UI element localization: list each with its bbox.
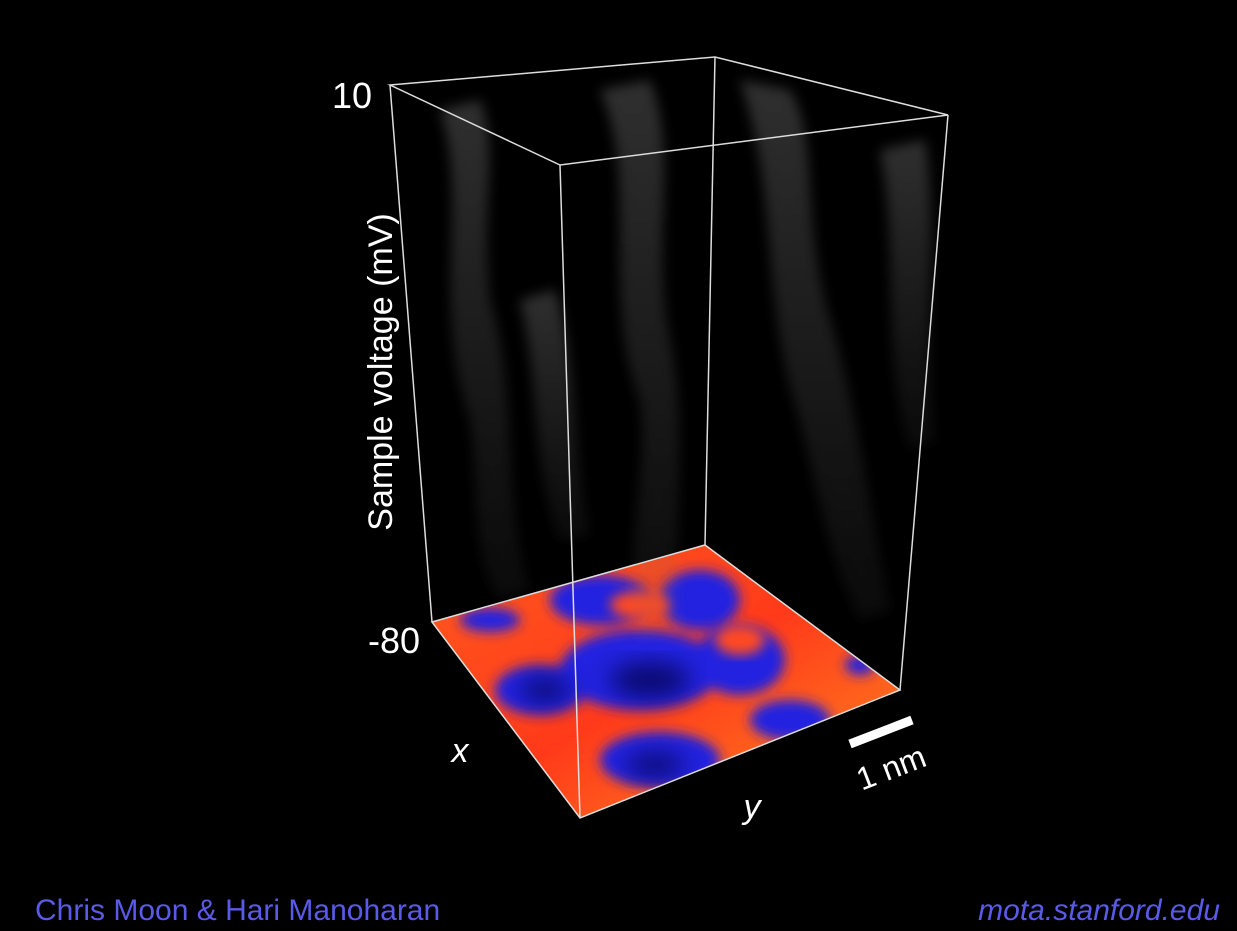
- credits-authors: Chris Moon & Hari Manoharan: [35, 894, 440, 927]
- scale-bar: [848, 715, 914, 749]
- x-axis-label: x: [450, 732, 470, 770]
- isosurface: [440, 80, 935, 640]
- floor-map: [432, 545, 900, 818]
- axis-max-label: 10: [332, 75, 372, 116]
- axis-title: Sample voltage (mV): [362, 213, 400, 530]
- y-axis-label: y: [742, 788, 763, 826]
- bounding-box: [387, 56, 949, 819]
- credits-url: mota.stanford.edu: [978, 894, 1220, 927]
- axis-min-label: -80: [368, 620, 420, 661]
